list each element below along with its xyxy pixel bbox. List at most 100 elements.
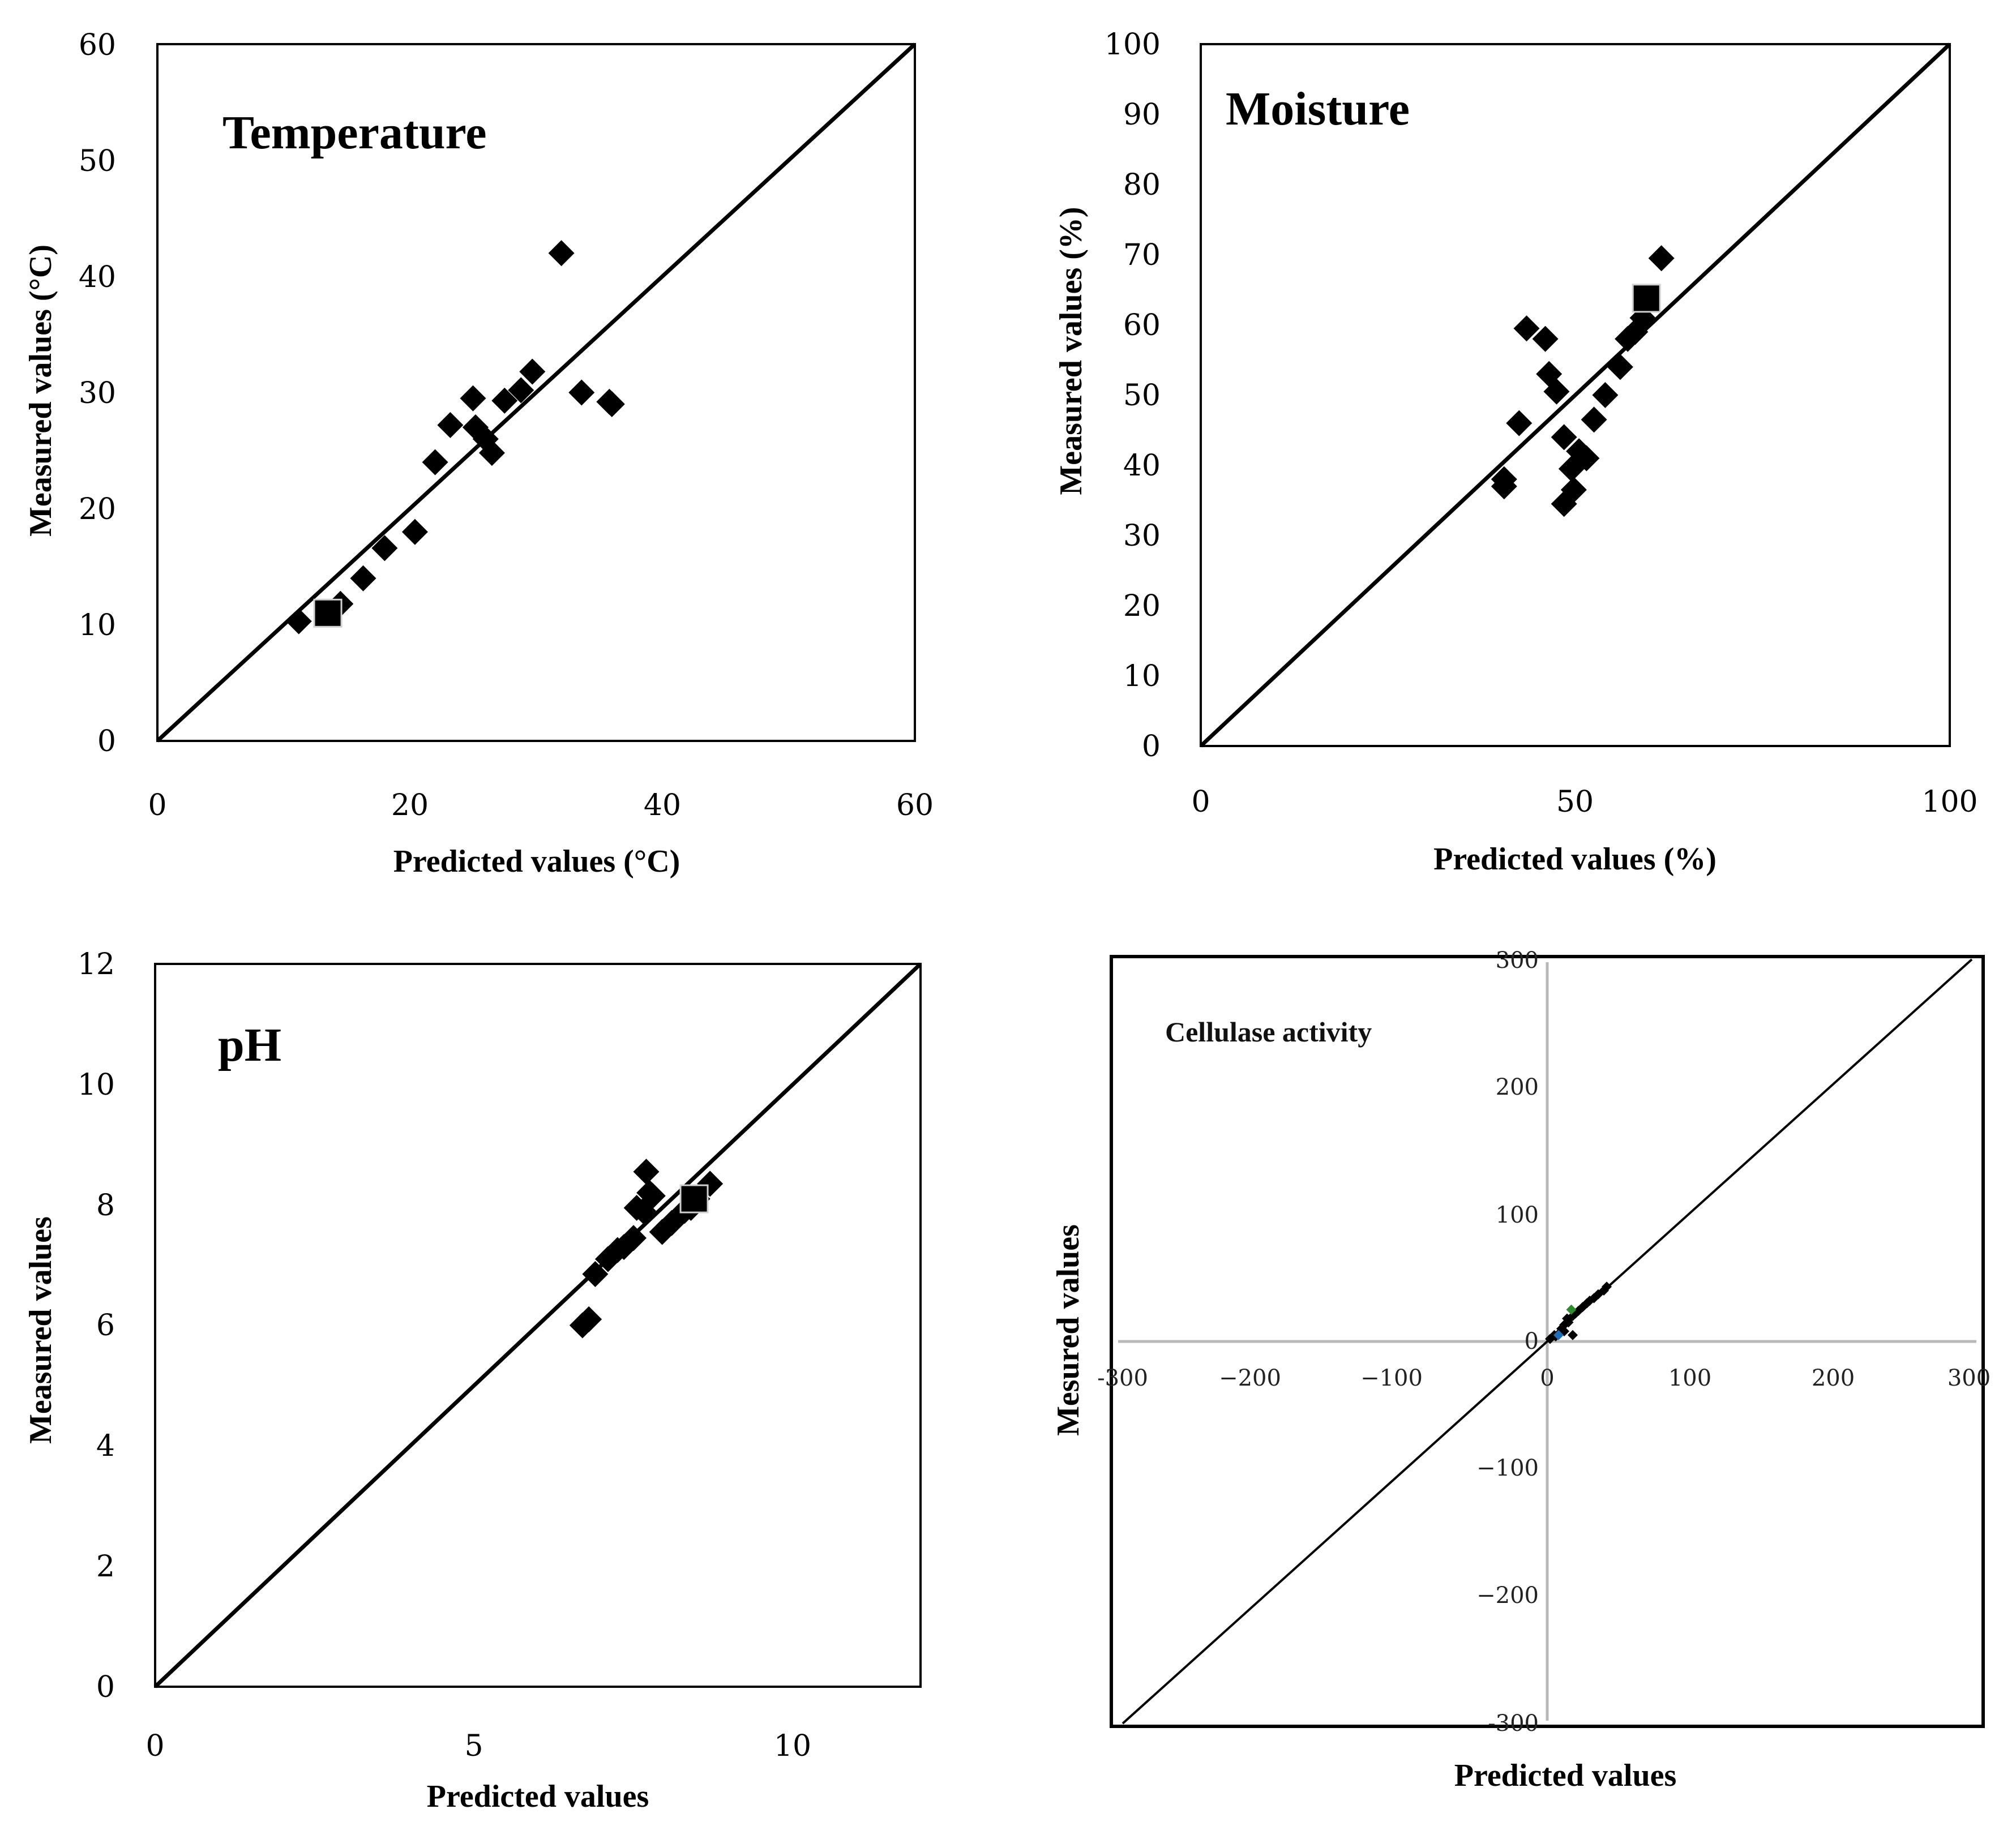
moisture-identity-line: [1199, 42, 1951, 748]
moisture-x-axis-label: Predicted values (%): [1433, 842, 1717, 877]
moisture-plot-area: [1199, 42, 1951, 748]
temperature-panel: 0 10 20 30 40 50 60 0 20 40 60 Predicted…: [23, 28, 934, 879]
temperature-data-point: [548, 240, 575, 267]
cellulase-xtick: -300: [1097, 1365, 1148, 1391]
moisture-data-point: [1581, 406, 1607, 433]
moisture-data-point: [1560, 477, 1587, 503]
cellulase-y-axis-label: Mesured values: [1051, 1224, 1086, 1436]
moisture-xtick: 100: [1921, 785, 1978, 819]
temperature-data-point: [598, 391, 625, 418]
ph-y-axis-label: Measured values: [23, 1216, 58, 1444]
ph-data-point: [576, 1306, 602, 1332]
cellulase-data-point: [1602, 1281, 1612, 1292]
moisture-data-point: [1506, 410, 1533, 436]
ph-ytick: 12: [78, 948, 115, 981]
moisture-data-point: [1491, 473, 1517, 500]
temperature-ytick: 20: [79, 492, 116, 526]
ph-ytick: 8: [96, 1189, 115, 1223]
cellulase-xtick: 200: [1812, 1365, 1855, 1391]
cellulase-ytick: 200: [1496, 1074, 1539, 1100]
temperature-ytick: 10: [79, 608, 116, 642]
temperature-data-point: [285, 608, 312, 635]
ph-data-point: [633, 1159, 660, 1185]
moisture-panel: 0 10 20 30 40 50 60 70 80 90 100 0 50 10…: [1054, 28, 1978, 877]
moisture-data-point: [1513, 315, 1540, 342]
moisture-ytick: 30: [1123, 519, 1161, 553]
temperature-ytick: 30: [79, 376, 116, 410]
cellulase-ytick: 300: [1496, 948, 1539, 974]
moisture-highlight-point: [1632, 284, 1661, 313]
cellulase-xtick: 300: [1947, 1365, 1991, 1391]
moisture-data-point: [1592, 382, 1619, 408]
moisture-title: Moisture: [1226, 83, 1410, 135]
cellulase-yticks: -300 −200 −100 0 100 200 300: [1476, 948, 1539, 1737]
ph-xticks: 0 5 10: [145, 1729, 811, 1763]
ph-xtick: 0: [145, 1729, 164, 1763]
temperature-data-point: [422, 449, 448, 475]
cellulase-ytick: −100: [1476, 1455, 1539, 1481]
moisture-data-point: [1551, 424, 1577, 451]
temperature-data-point: [568, 379, 595, 406]
moisture-data-point: [1543, 378, 1570, 405]
cellulase-identity-line: [1122, 958, 1973, 1725]
cellulase-ytick: 100: [1496, 1202, 1539, 1228]
moisture-ytick: 50: [1123, 379, 1161, 413]
ph-panel: 0 2 4 6 8 10 12 0 5 10 Predicted values …: [23, 948, 922, 1814]
ph-plot-area: [153, 962, 922, 1688]
cellulase-data-point: [1566, 1304, 1577, 1315]
temperature-highlight-point: [313, 598, 343, 628]
cellulase-data-point: [1568, 1330, 1578, 1340]
temperature-data-point: [460, 385, 486, 411]
moisture-yticks: 0 10 20 30 40 50 60 70 80 90 100: [1105, 28, 1161, 764]
cellulase-panel: -300 −200 −100 0 100 200 300 -300 −200 −…: [1051, 948, 1991, 1793]
temperature-x-axis-label: Predicted values (°C): [393, 844, 680, 879]
temperature-data-point: [350, 565, 376, 591]
temperature-ytick: 50: [79, 144, 116, 178]
moisture-xtick: 0: [1191, 785, 1210, 819]
moisture-ytick: 100: [1105, 28, 1161, 62]
moisture-ytick: 10: [1123, 659, 1161, 693]
temperature-xticks: 0 20 40 60: [148, 788, 934, 822]
ph-highlight-point: [679, 1184, 709, 1214]
temperature-data-point: [508, 377, 534, 404]
temperature-ytick: 40: [79, 260, 116, 294]
cellulase-xtick: −100: [1360, 1365, 1423, 1391]
moisture-ytick: 80: [1123, 168, 1161, 202]
moisture-data-point: [1532, 325, 1559, 352]
ph-xtick: 10: [774, 1729, 811, 1763]
temperature-ytick: 60: [79, 28, 116, 62]
temperature-plot-area: [156, 42, 917, 743]
cellulase-xtick: 0: [1540, 1365, 1554, 1391]
moisture-xticks: 0 50 100: [1191, 785, 1978, 819]
moisture-ytick: 20: [1123, 589, 1161, 623]
cellulase-data-point: [1553, 1330, 1564, 1340]
ph-identity-line: [153, 962, 922, 1688]
cellulase-plot-area: [1122, 958, 1973, 1725]
moisture-ytick: 60: [1123, 308, 1161, 342]
ph-ytick: 2: [96, 1550, 115, 1584]
temperature-yticks: 0 10 20 30 40 50 60: [79, 28, 116, 758]
cellulase-ytick: -300: [1488, 1710, 1539, 1737]
temperature-data-point: [401, 518, 428, 545]
moisture-data-point: [1648, 245, 1675, 272]
ph-ytick: 10: [78, 1068, 115, 1102]
cellulase-ytick: −200: [1476, 1583, 1539, 1609]
cellulase-x-axis-label: Predicted values: [1454, 1758, 1676, 1793]
ph-title: pH: [218, 1019, 281, 1071]
moisture-ytick: 0: [1142, 730, 1161, 764]
temperature-xtick: 20: [391, 788, 429, 822]
temperature-data-point: [519, 358, 546, 385]
cellulase-xtick: −200: [1219, 1365, 1281, 1391]
ph-data-point: [582, 1261, 609, 1288]
temperature-xtick: 0: [148, 788, 166, 822]
ph-ytick: 4: [96, 1429, 115, 1463]
ph-data-point: [639, 1182, 666, 1209]
ph-xtick: 5: [464, 1729, 483, 1763]
ph-x-axis-label: Predicted values: [427, 1779, 649, 1814]
temperature-identity-line: [156, 42, 917, 743]
temperature-y-axis-label: Measured values (°C): [23, 245, 58, 537]
moisture-data-point: [1607, 354, 1633, 380]
ph-ytick: 6: [96, 1309, 115, 1343]
cellulase-title: Cellulase activity: [1165, 1016, 1372, 1048]
